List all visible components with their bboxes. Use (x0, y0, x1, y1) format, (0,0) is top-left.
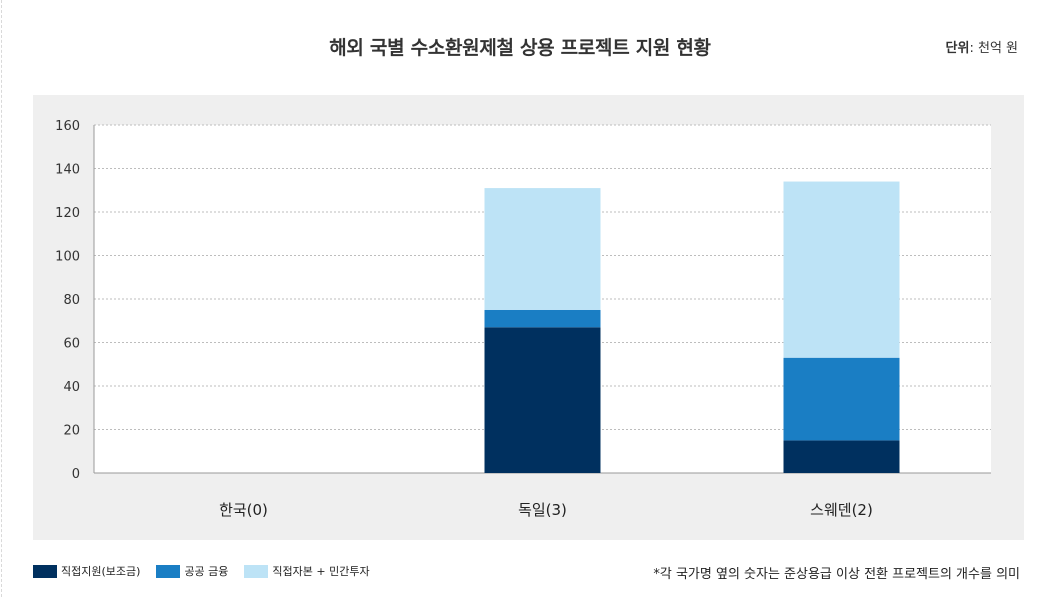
unit-label-key: 단위 (945, 41, 970, 56)
x-tick-label: 한국(0) (219, 501, 268, 519)
legend-item-private-investment: 직접자본 + 민간투자 (244, 563, 370, 579)
chart-panel: 0 20 40 60 80 100 120 140 160 한국(0) 독일(3) 스웨덴(2) (33, 95, 1024, 540)
y-tick-label: 160 (55, 119, 80, 134)
page-border (1, 0, 2, 597)
unit-label-value: : 천억 원 (969, 41, 1018, 56)
legend-swatch-subsidy (33, 564, 57, 578)
legend-label-private-investment: 직접자본 + 민간투자 (272, 565, 370, 578)
bar-segment (484, 327, 601, 473)
chart-title: 해외 국별 수소환원제철 상용 프로젝트 지원 현황 (329, 37, 711, 59)
legend-item-subsidy: 직접지원(보조금) (33, 563, 140, 579)
x-tick-label: 스웨덴(2) (810, 501, 873, 519)
y-tick-label: 120 (55, 206, 80, 221)
y-tick-label: 140 (55, 163, 80, 178)
y-tick-label: 80 (63, 293, 80, 308)
legend: 직접지원(보조금) 공공 금융 직접자본 + 민간투자 (33, 563, 386, 579)
legend-label-subsidy: 직접지원(보조금) (61, 565, 141, 578)
footnote: *각 국가명 옆의 숫자는 준상용급 이상 전환 프로젝트의 개수를 의미 (653, 567, 1020, 582)
bar-segment (484, 309, 601, 328)
y-tick-label: 0 (72, 467, 80, 482)
y-tick-label: 20 (63, 424, 80, 439)
y-tick-label: 60 (63, 337, 80, 352)
legend-swatch-private-investment (244, 564, 269, 578)
y-tick-label: 40 (63, 380, 80, 395)
unit-label: 단위: 천억 원 (946, 37, 1018, 56)
bar-segment (783, 440, 900, 473)
bar-chart: 0 20 40 60 80 100 120 140 160 한국(0) 독일(3) 스웨덴(2) (55, 119, 991, 519)
x-tick-label: 독일(3) (518, 501, 567, 519)
bar-segment (484, 188, 601, 310)
legend-label-public-finance: 공공 금융 (184, 565, 229, 578)
legend-item-public-finance: 공공 금융 (156, 563, 228, 579)
bar-segment (783, 357, 900, 441)
legend-swatch-public-finance (156, 564, 181, 578)
y-tick-label: 100 (55, 250, 80, 265)
bar-segment (783, 181, 900, 358)
